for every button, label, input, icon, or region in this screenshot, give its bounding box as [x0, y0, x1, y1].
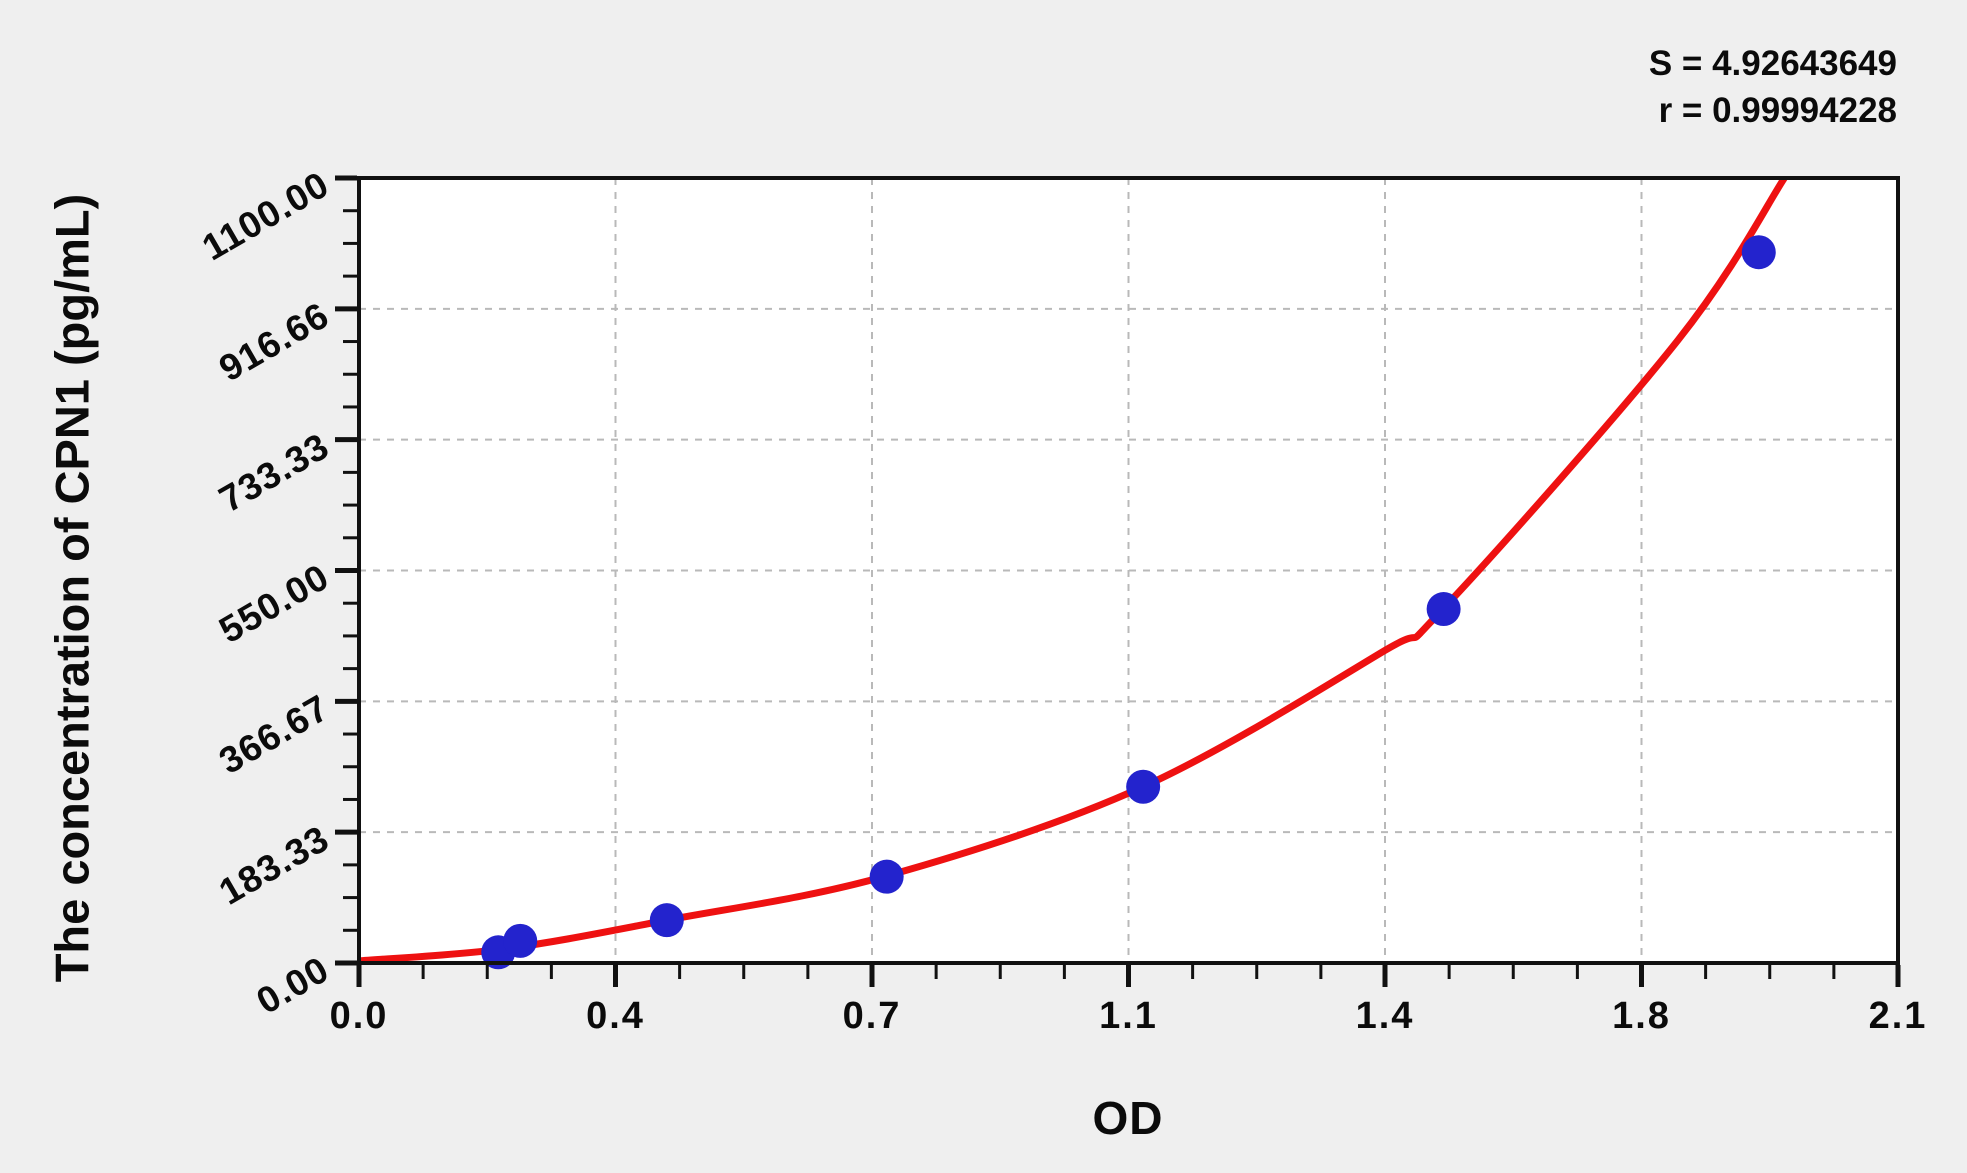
slope-stat: S = 4.92643649 [1648, 44, 1897, 83]
data-point [649, 903, 684, 938]
y-tick-label: 183.33 [212, 818, 336, 913]
x-tick-label: 1.8 [1612, 995, 1671, 1037]
y-tick-label: 733.33 [212, 425, 336, 520]
regression-stats: S = 4.92643649 r = 0.99994228 [1649, 40, 1897, 134]
y-tick-label: 1100.00 [195, 163, 336, 268]
data-point [1426, 592, 1461, 627]
x-axis-title: OD [1092, 1092, 1164, 1144]
data-point [869, 859, 904, 894]
y-axis-title: The concentration of CPN1 (pg/mL) [45, 193, 99, 983]
y-tick-label: 0.00 [250, 948, 336, 1022]
y-tick-label: 550.00 [212, 556, 336, 651]
x-tick-label: 0.0 [330, 995, 389, 1037]
data-point [1126, 769, 1161, 804]
data-point [1741, 235, 1776, 270]
y-tick-label: 366.67 [212, 687, 336, 782]
plot-frame [357, 176, 1900, 965]
x-tick-label: 1.4 [1356, 995, 1415, 1037]
x-tick-label: 0.7 [843, 995, 902, 1037]
y-tick-label: 916.66 [212, 294, 336, 389]
x-tick-label: 0.4 [586, 995, 645, 1037]
x-tick-label: 2.1 [1869, 995, 1928, 1037]
x-tick-label: 1.1 [1099, 995, 1158, 1037]
data-point [503, 923, 538, 958]
correlation-stat: r = 0.99994228 [1658, 91, 1897, 130]
fit-curve [359, 178, 1788, 963]
